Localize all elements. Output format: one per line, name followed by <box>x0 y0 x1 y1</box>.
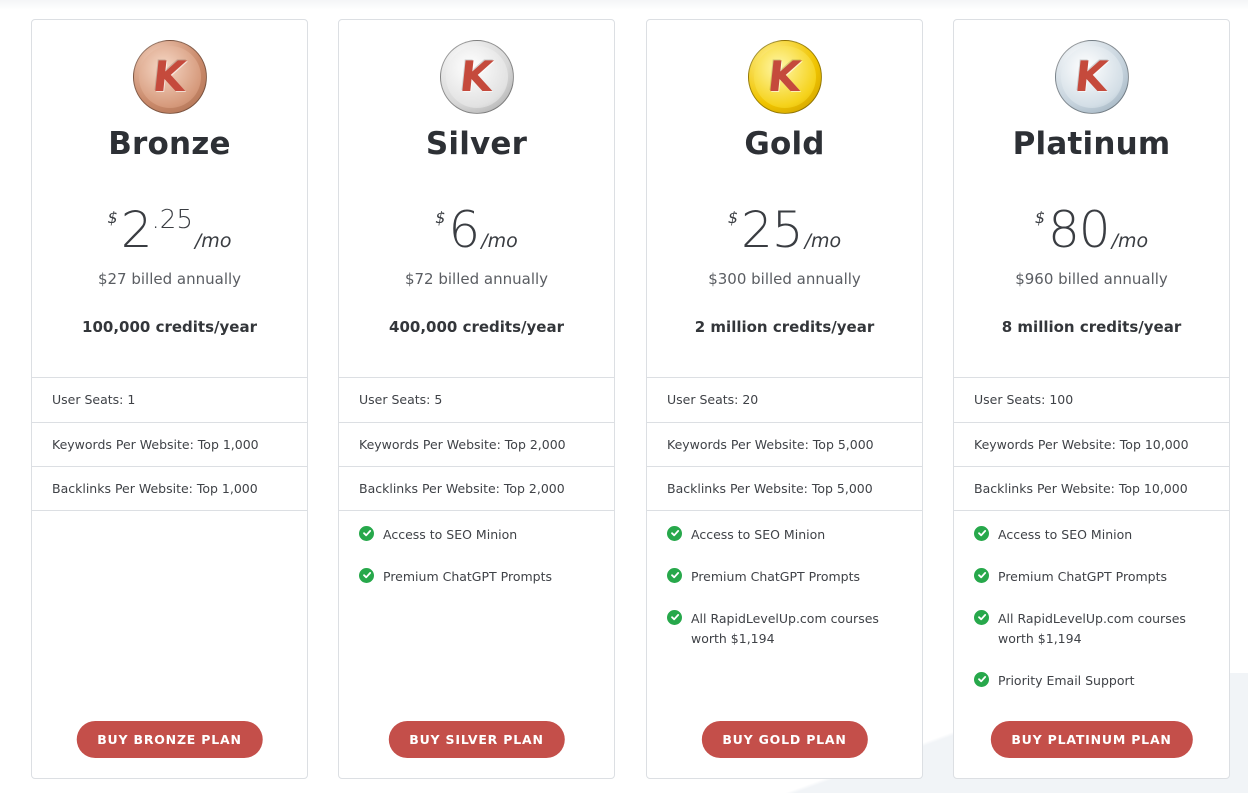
check-circle-icon <box>359 567 374 583</box>
feature-item: Premium ChatGPT Prompts <box>974 567 1215 587</box>
keywords-limit: Keywords Per Website: Top 10,000 <box>954 421 1229 467</box>
plan-header: K Bronze $ 2 .25 /mo $27 billed annually… <box>32 20 307 377</box>
feature-text: Priority Email Support <box>998 672 1135 688</box>
plan-price: $ 2 .25 /mo <box>32 200 307 260</box>
feature-item: Access to SEO Minion <box>974 525 1215 545</box>
billed-annually: $300 billed annually <box>708 270 861 288</box>
feature-text: Access to SEO Minion <box>691 526 826 542</box>
credits-per-year: 100,000 credits/year <box>82 318 257 336</box>
user-seats: User Seats: 100 <box>954 377 1229 422</box>
billed-annually: $72 billed annually <box>404 270 549 288</box>
logo-letter: K <box>1072 52 1111 101</box>
price-period: /mo <box>194 230 232 252</box>
bronze-coin-logo-icon: K <box>132 40 207 114</box>
check-circle-icon <box>974 567 989 583</box>
feature-text: Premium ChatGPT Prompts <box>998 568 1167 584</box>
feature-text: Premium ChatGPT Prompts <box>383 568 552 584</box>
keywords-limit: Keywords Per Website: Top 1,000 <box>32 421 307 467</box>
user-seats: User Seats: 20 <box>647 377 922 422</box>
price-main: 6 <box>448 201 480 259</box>
plan-card-bronze: K Bronze $ 2 .25 /mo $27 billed annually… <box>31 19 308 779</box>
buy-platinum-plan-button[interactable]: BUY PLATINUM PLAN <box>990 721 1193 758</box>
check-circle-icon <box>667 525 682 541</box>
billed-annually: $960 billed annually <box>1015 270 1168 288</box>
backlinks-limit: Backlinks Per Website: Top 5,000 <box>647 466 922 511</box>
price-period: /mo <box>481 230 518 252</box>
plan-limits: User Seats: 100 Keywords Per Website: To… <box>954 377 1229 511</box>
logo-letter: K <box>765 52 804 101</box>
silver-coin-logo-icon: K <box>439 40 514 114</box>
logo-letter: K <box>457 52 496 101</box>
plan-price: $ 6 /mo <box>339 200 614 260</box>
backlinks-limit: Backlinks Per Website: Top 10,000 <box>954 466 1229 511</box>
plan-name: Silver <box>425 126 528 162</box>
plan-card-platinum: K Platinum $ 80 /mo $960 billed annually… <box>953 19 1230 779</box>
plan-card-silver: K Silver $ 6 /mo $72 billed annually 400… <box>338 19 615 779</box>
plan-name: Platinum <box>1012 126 1171 162</box>
feature-item: Premium ChatGPT Prompts <box>667 567 908 587</box>
plan-price: $ 80 /mo <box>954 200 1229 260</box>
price-period: /mo <box>804 230 842 252</box>
plan-header: K Gold $ 25 /mo $300 billed annually 2 m… <box>647 20 922 377</box>
feature-text: Access to SEO Minion <box>383 526 518 542</box>
credits-per-year: 400,000 credits/year <box>389 318 564 336</box>
currency-symbol: $ <box>1034 208 1045 227</box>
check-circle-icon <box>667 609 682 625</box>
feature-list <box>32 511 307 525</box>
feature-item: Access to SEO Minion <box>667 525 908 545</box>
gold-coin-logo-icon: K <box>747 40 822 114</box>
backlinks-limit: Backlinks Per Website: Top 1,000 <box>32 466 307 511</box>
currency-symbol: $ <box>435 208 446 227</box>
credits-per-year: 8 million credits/year <box>1001 318 1182 336</box>
feature-list: Access to SEO Minion Premium ChatGPT Pro… <box>647 511 922 649</box>
feature-text: All RapidLevelUp.com courses worth $1,19… <box>998 610 1186 646</box>
check-circle-icon <box>974 671 989 687</box>
price-main: 25 <box>741 201 804 259</box>
platinum-coin-logo-icon: K <box>1054 40 1129 114</box>
buy-gold-plan-button[interactable]: BUY GOLD PLAN <box>701 721 868 758</box>
feature-list: Access to SEO Minion Premium ChatGPT Pro… <box>954 511 1229 691</box>
plan-limits: User Seats: 1 Keywords Per Website: Top … <box>32 377 307 511</box>
check-circle-icon <box>974 525 989 541</box>
feature-list: Access to SEO Minion Premium ChatGPT Pro… <box>339 511 614 587</box>
feature-item: Access to SEO Minion <box>359 525 600 545</box>
price-main: 80 <box>1048 201 1111 259</box>
plan-limits: User Seats: 20 Keywords Per Website: Top… <box>647 377 922 511</box>
feature-item: All RapidLevelUp.com courses worth $1,19… <box>974 609 1215 649</box>
feature-item: All RapidLevelUp.com courses worth $1,19… <box>667 609 908 649</box>
keywords-limit: Keywords Per Website: Top 2,000 <box>339 421 614 467</box>
feature-text: Access to SEO Minion <box>998 526 1133 542</box>
check-circle-icon <box>359 525 374 541</box>
plan-name: Gold <box>744 126 825 162</box>
feature-text: All RapidLevelUp.com courses worth $1,19… <box>691 610 879 646</box>
user-seats: User Seats: 5 <box>339 377 614 422</box>
check-circle-icon <box>667 567 682 583</box>
price-period: /mo <box>1111 230 1149 252</box>
feature-item: Priority Email Support <box>974 671 1215 691</box>
plan-price: $ 25 /mo <box>647 200 922 260</box>
plan-card-gold: K Gold $ 25 /mo $300 billed annually 2 m… <box>646 19 923 779</box>
billed-annually: $27 billed annually <box>97 270 242 288</box>
user-seats: User Seats: 1 <box>32 377 307 422</box>
currency-symbol: $ <box>727 208 738 227</box>
currency-symbol: $ <box>107 208 118 227</box>
logo-letter: K <box>150 52 189 101</box>
plan-limits: User Seats: 5 Keywords Per Website: Top … <box>339 377 614 511</box>
price-decimal: .25 <box>151 205 193 235</box>
plan-header: K Silver $ 6 /mo $72 billed annually 400… <box>339 20 614 377</box>
backlinks-limit: Backlinks Per Website: Top 2,000 <box>339 466 614 511</box>
plan-header: K Platinum $ 80 /mo $960 billed annually… <box>954 20 1229 377</box>
feature-item: Premium ChatGPT Prompts <box>359 567 600 587</box>
feature-text: Premium ChatGPT Prompts <box>691 568 860 584</box>
credits-per-year: 2 million credits/year <box>694 318 875 336</box>
buy-bronze-plan-button[interactable]: BUY BRONZE PLAN <box>76 721 263 758</box>
buy-silver-plan-button[interactable]: BUY SILVER PLAN <box>388 721 565 758</box>
plan-name: Bronze <box>108 126 231 162</box>
check-circle-icon <box>974 609 989 625</box>
keywords-limit: Keywords Per Website: Top 5,000 <box>647 421 922 467</box>
price-main: 2 <box>120 201 153 259</box>
